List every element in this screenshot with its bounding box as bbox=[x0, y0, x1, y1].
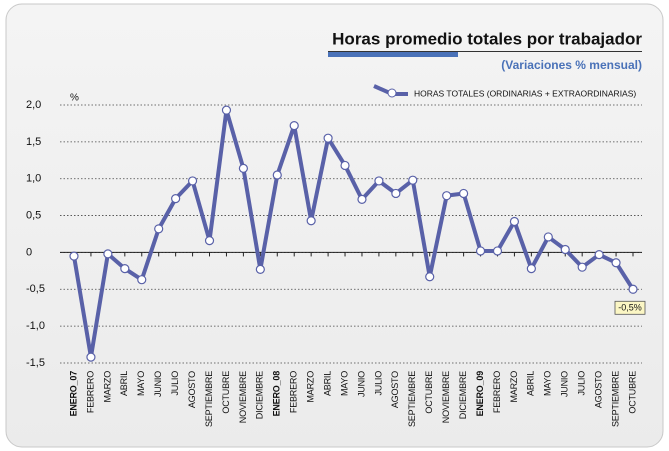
chart-subtitle: (Variaciones % mensual) bbox=[501, 58, 642, 72]
y-tick-label: -0,5 bbox=[26, 283, 45, 295]
data-point bbox=[187, 176, 198, 186]
x-tick-label: ABRIL bbox=[119, 371, 129, 396]
data-point bbox=[154, 224, 164, 234]
x-tick-label: OCTUBRE bbox=[221, 371, 231, 414]
x-tick-label: ENERO_08 bbox=[272, 371, 282, 417]
data-point bbox=[391, 188, 401, 199]
x-tick-label: MARZO bbox=[306, 371, 316, 403]
x-tick-label: ENERO_09 bbox=[475, 371, 485, 417]
data-point bbox=[289, 121, 299, 131]
data-point bbox=[577, 262, 587, 272]
x-tick-label: FEBRERO bbox=[289, 371, 299, 413]
x-tick-label: JUNIO bbox=[560, 371, 570, 397]
x-tick-label: MAYO bbox=[339, 371, 349, 396]
y-unit-label: % bbox=[70, 93, 79, 104]
x-tick-label: JUNIO bbox=[153, 371, 163, 397]
x-tick-label: MARZO bbox=[102, 371, 112, 403]
x-tick-label: JULIO bbox=[577, 371, 587, 396]
data-point bbox=[323, 133, 333, 143]
chart-title: Horas promedio totales por trabajador bbox=[332, 29, 642, 48]
x-tick-label: DICIEMBRE bbox=[458, 371, 468, 419]
title-rule bbox=[328, 51, 642, 52]
x-tick-label: FEBRERO bbox=[492, 371, 502, 413]
x-tick-label: SEPTIEMBRE bbox=[204, 371, 214, 427]
x-tick-label: DICIEMBRE bbox=[255, 371, 265, 419]
y-tick-label: -1,0 bbox=[26, 320, 45, 332]
x-tick-label: JUNIO bbox=[356, 371, 366, 397]
x-tick-label: AGOSTO bbox=[593, 371, 603, 408]
x-tick-label: MAYO bbox=[136, 371, 146, 396]
data-point bbox=[171, 194, 181, 204]
data-point bbox=[442, 191, 452, 201]
data-point bbox=[137, 275, 147, 285]
data-point bbox=[255, 264, 265, 274]
x-tick-label: ENERO_07 bbox=[68, 371, 78, 417]
data-point bbox=[374, 176, 384, 186]
title-underline bbox=[328, 52, 458, 57]
data-point bbox=[103, 249, 113, 259]
x-tick-label: OCTUBRE bbox=[424, 371, 434, 414]
data-point bbox=[221, 105, 232, 115]
x-tick-label: FEBRERO bbox=[85, 371, 95, 413]
data-point bbox=[560, 244, 570, 255]
data-point bbox=[611, 258, 621, 268]
data-point bbox=[509, 216, 520, 227]
data-point bbox=[526, 264, 536, 274]
x-tick-label: AGOSTO bbox=[187, 371, 197, 408]
x-tick-label: SEPTIEMBRE bbox=[610, 371, 620, 427]
data-point bbox=[492, 246, 503, 256]
data-point bbox=[425, 272, 435, 282]
data-point bbox=[408, 175, 418, 185]
data-point bbox=[204, 236, 215, 246]
value-label-box bbox=[614, 300, 646, 315]
x-tick-label: JULIO bbox=[373, 371, 383, 396]
data-point bbox=[459, 188, 469, 199]
x-tick-label: NOVIEMBRE bbox=[238, 371, 248, 423]
data-point bbox=[120, 264, 130, 274]
x-tick-label: MARZO bbox=[509, 371, 519, 403]
data-point bbox=[69, 251, 79, 261]
x-tick-label: ABRIL bbox=[526, 371, 536, 396]
legend-label: HORAS TOTALES (ORDINARIAS + EXTRAORDINAR… bbox=[414, 88, 636, 98]
data-point bbox=[86, 352, 96, 362]
data-point bbox=[475, 246, 486, 256]
data-point bbox=[357, 194, 367, 204]
panel bbox=[5, 3, 664, 448]
x-tick-label: JULIO bbox=[170, 371, 180, 396]
x-tick-label: ABRIL bbox=[322, 371, 332, 396]
y-tick-label: 1,5 bbox=[26, 136, 41, 148]
value-label: -0,5% bbox=[618, 303, 642, 313]
data-point bbox=[306, 216, 316, 226]
x-tick-label: SEPTIEMBRE bbox=[407, 371, 417, 427]
x-tick-label: OCTUBRE bbox=[627, 371, 637, 414]
y-tick-label: 0,5 bbox=[26, 209, 41, 221]
data-point bbox=[594, 250, 604, 260]
data-point bbox=[238, 163, 248, 173]
data-point bbox=[628, 284, 638, 294]
data-point bbox=[272, 170, 282, 180]
data-point bbox=[543, 232, 553, 242]
y-tick-label: -1,5 bbox=[26, 357, 45, 369]
x-tick-label: MAYO bbox=[543, 371, 553, 396]
data-point bbox=[340, 160, 350, 171]
series-line bbox=[72, 108, 635, 360]
y-tick-label: 0 bbox=[26, 246, 32, 258]
y-tick-label: 1,0 bbox=[26, 173, 41, 185]
x-tick-label: NOVIEMBRE bbox=[441, 371, 451, 423]
y-tick-label: 2,0 bbox=[26, 99, 41, 111]
legend-marker bbox=[387, 88, 397, 98]
x-tick-label: AGOSTO bbox=[390, 371, 400, 408]
